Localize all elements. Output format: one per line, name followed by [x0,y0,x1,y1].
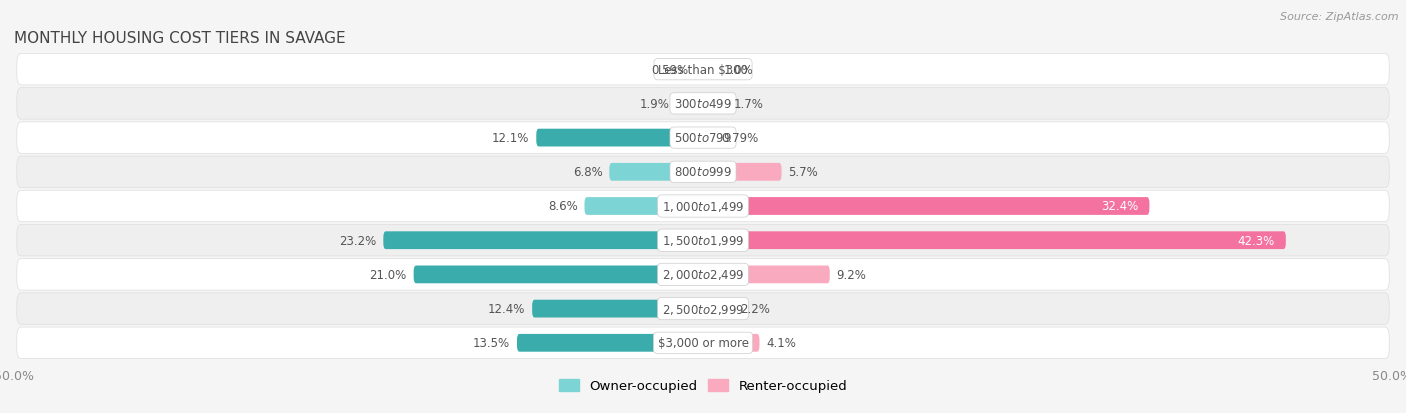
FancyBboxPatch shape [17,157,1389,188]
FancyBboxPatch shape [17,225,1389,256]
FancyBboxPatch shape [17,55,1389,86]
Text: Less than $300: Less than $300 [658,64,748,76]
Text: $800 to $999: $800 to $999 [673,166,733,179]
Text: $1,000 to $1,499: $1,000 to $1,499 [662,199,744,214]
FancyBboxPatch shape [17,327,1389,358]
Text: $2,500 to $2,999: $2,500 to $2,999 [662,302,744,316]
Legend: Owner-occupied, Renter-occupied: Owner-occupied, Renter-occupied [554,374,852,398]
Text: $1,500 to $1,999: $1,500 to $1,999 [662,234,744,248]
Text: 5.7%: 5.7% [789,166,818,179]
FancyBboxPatch shape [536,129,703,147]
Text: 32.4%: 32.4% [1101,200,1139,213]
FancyBboxPatch shape [703,198,1150,215]
FancyBboxPatch shape [703,61,717,79]
FancyBboxPatch shape [531,300,703,318]
Text: $2,000 to $2,499: $2,000 to $2,499 [662,268,744,282]
Text: 4.1%: 4.1% [766,337,796,349]
FancyBboxPatch shape [17,259,1389,290]
Text: 1.7%: 1.7% [734,97,763,111]
FancyBboxPatch shape [17,191,1389,222]
Text: 9.2%: 9.2% [837,268,866,281]
Text: $300 to $499: $300 to $499 [673,97,733,111]
Text: 6.8%: 6.8% [572,166,602,179]
FancyBboxPatch shape [609,164,703,181]
FancyBboxPatch shape [703,300,734,318]
FancyBboxPatch shape [676,95,703,113]
Text: 1.0%: 1.0% [724,64,754,76]
Text: MONTHLY HOUSING COST TIERS IN SAVAGE: MONTHLY HOUSING COST TIERS IN SAVAGE [14,31,346,46]
Text: 42.3%: 42.3% [1237,234,1275,247]
Text: 12.1%: 12.1% [492,132,530,145]
FancyBboxPatch shape [703,164,782,181]
Text: $3,000 or more: $3,000 or more [658,337,748,349]
Text: 1.9%: 1.9% [640,97,669,111]
Text: 13.5%: 13.5% [472,337,510,349]
FancyBboxPatch shape [585,198,703,215]
FancyBboxPatch shape [703,334,759,352]
FancyBboxPatch shape [703,266,830,284]
FancyBboxPatch shape [703,232,1286,249]
Text: 23.2%: 23.2% [339,234,377,247]
Text: $500 to $799: $500 to $799 [673,132,733,145]
Text: 21.0%: 21.0% [370,268,406,281]
Text: 8.6%: 8.6% [548,200,578,213]
FancyBboxPatch shape [695,61,703,79]
FancyBboxPatch shape [517,334,703,352]
Text: 12.4%: 12.4% [488,302,526,316]
FancyBboxPatch shape [384,232,703,249]
FancyBboxPatch shape [413,266,703,284]
Text: 0.79%: 0.79% [721,132,758,145]
FancyBboxPatch shape [17,88,1389,120]
FancyBboxPatch shape [17,123,1389,154]
FancyBboxPatch shape [703,129,714,147]
FancyBboxPatch shape [17,293,1389,325]
Text: 2.2%: 2.2% [740,302,770,316]
Text: 0.59%: 0.59% [651,64,688,76]
FancyBboxPatch shape [703,95,727,113]
Text: Source: ZipAtlas.com: Source: ZipAtlas.com [1281,12,1399,22]
